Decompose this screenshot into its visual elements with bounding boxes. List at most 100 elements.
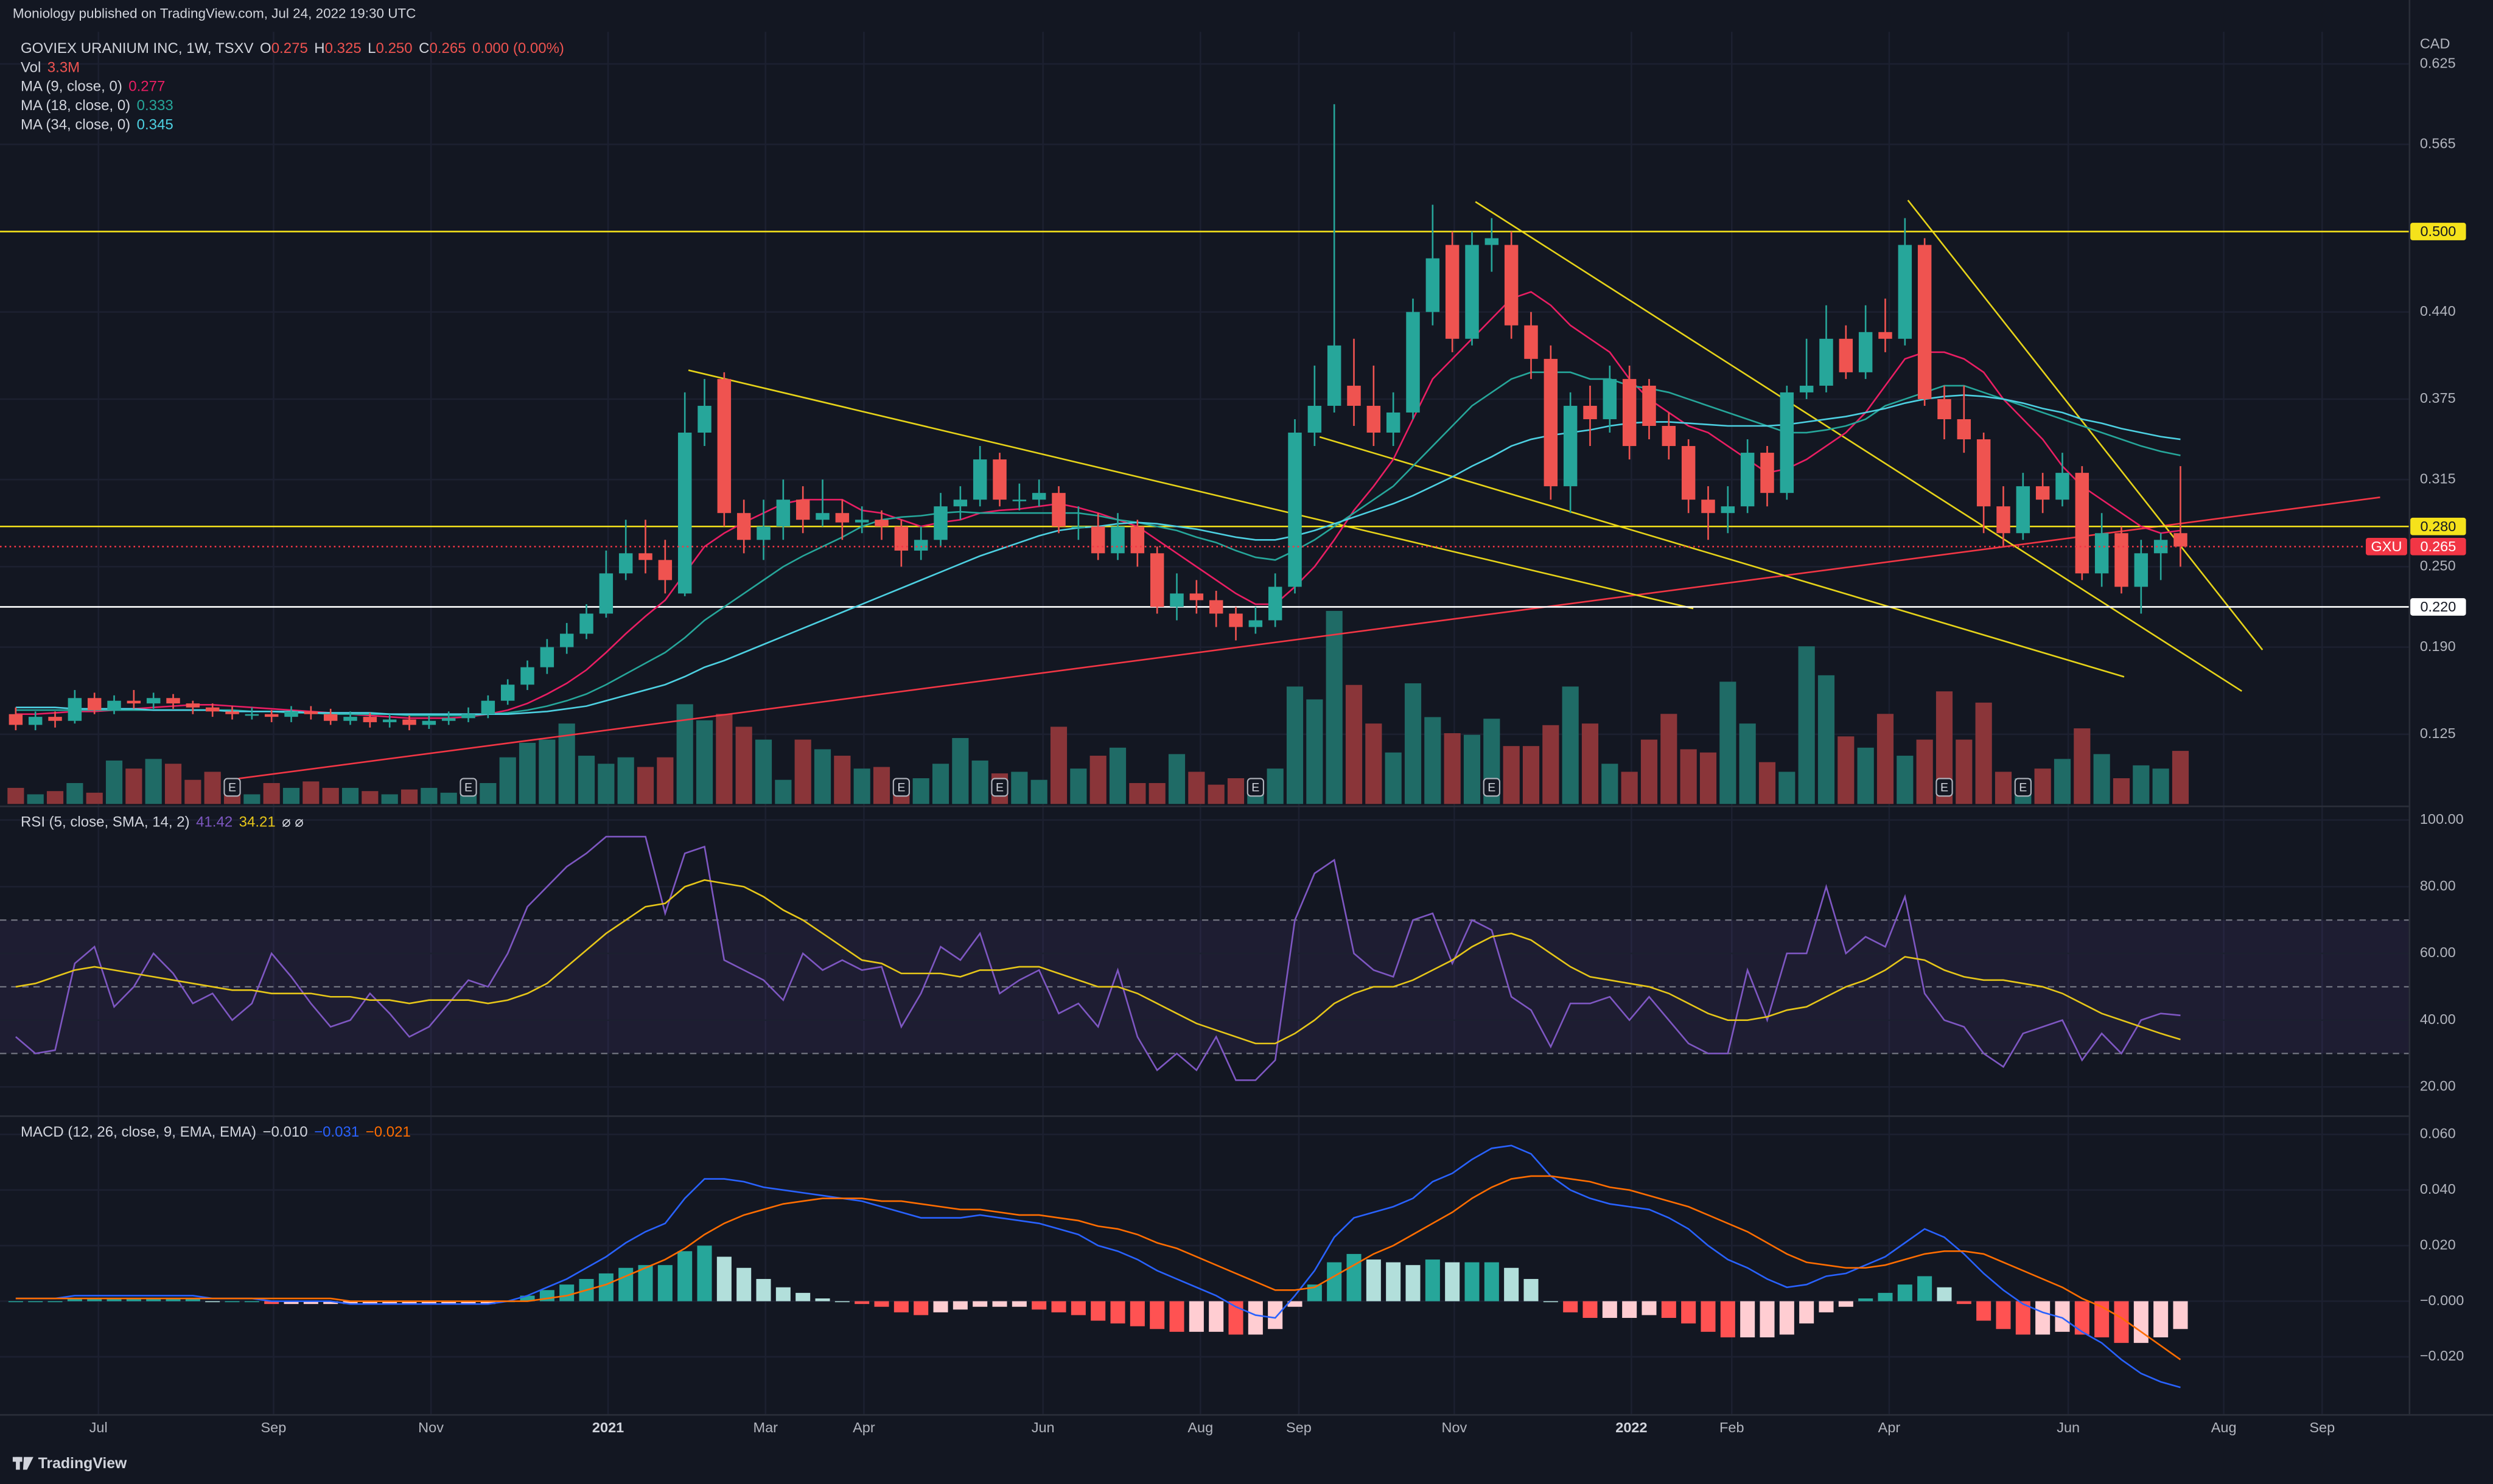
volume-bar: [1542, 725, 1559, 804]
volume-bar: [2113, 778, 2130, 804]
candle-body: [68, 698, 82, 721]
macd-histogram-bar: [2074, 1301, 2089, 1335]
macd-histogram-bar: [1523, 1279, 1539, 1301]
candle-body: [1307, 405, 1322, 433]
candle-body: [146, 698, 161, 704]
x-tick-label: Nov: [1442, 1420, 1467, 1435]
macd-histogram-bar: [323, 1301, 338, 1305]
candle-body: [914, 540, 928, 551]
macd-histogram-bar: [1858, 1298, 1873, 1301]
volume-bar: [7, 787, 24, 804]
earnings-label: E: [228, 781, 236, 794]
candle-body: [677, 433, 692, 594]
candle-body: [87, 698, 102, 711]
macd-histogram-bar: [1032, 1301, 1047, 1310]
y-tick-label: 0.040: [2420, 1181, 2456, 1197]
x-tick-label: Sep: [1286, 1420, 1312, 1435]
candle-body: [698, 405, 712, 433]
legend-text: MACD (12, 26, close, 9, EMA, EMA): [21, 1124, 256, 1140]
candle-body: [579, 613, 593, 634]
candle-body: [1603, 378, 1617, 419]
volume-bar: [1463, 734, 1481, 804]
trend-line: [1475, 201, 2242, 692]
candle-body: [1484, 238, 1499, 245]
macd-histogram-bar: [1464, 1262, 1480, 1301]
y-tick-label: 60.00: [2420, 944, 2456, 960]
legend-text: 0.265: [429, 40, 466, 57]
candle-body: [1150, 553, 1164, 607]
y-tick-label: 0.315: [2420, 470, 2456, 486]
candle-body: [1209, 600, 1223, 614]
legend-text: −0.021: [366, 1124, 411, 1140]
macd-histogram-bar: [441, 1301, 456, 1305]
legend-text: 41.42: [196, 814, 233, 831]
legend-text: 0.345: [137, 117, 173, 133]
volume-bar: [2172, 751, 2189, 804]
volume-bar: [1444, 733, 1461, 804]
macd-histogram-bar: [1563, 1301, 1578, 1312]
candle-body: [816, 513, 830, 520]
tradingview-logo: [12, 1457, 33, 1470]
volume-bar: [1719, 681, 1736, 804]
publish-header: Moniology published on TradingView.com, …: [13, 5, 416, 21]
volume-bar: [1267, 768, 1284, 804]
legend-text: 3.3M: [47, 60, 80, 76]
macd-histogram-bar: [1248, 1301, 1263, 1335]
volume-bar: [125, 768, 142, 804]
macd-histogram-bar: [1209, 1301, 1224, 1332]
macd-histogram-bar: [795, 1292, 811, 1301]
volume-bar: [637, 767, 654, 804]
macd-histogram-bar: [1720, 1301, 1735, 1337]
candle-body: [1996, 506, 2010, 534]
macd-histogram-bar: [520, 1295, 535, 1301]
macd-histogram-bar: [1937, 1287, 1952, 1301]
legend-text: Vol: [21, 60, 41, 76]
macd-histogram-bar: [914, 1301, 929, 1315]
volume-bar: [145, 759, 162, 804]
macd-histogram-bar: [874, 1301, 889, 1307]
earnings-marker: [2014, 778, 2032, 797]
candle-body: [1721, 506, 1735, 514]
volume-bar: [46, 791, 64, 804]
candle-body: [1052, 493, 1066, 527]
volume-bar: [1798, 646, 1815, 804]
volume-bar: [1149, 782, 1166, 804]
volume-bar: [1660, 714, 1677, 804]
macd-histogram-bar: [87, 1298, 102, 1301]
macd-histogram-bar: [1346, 1253, 1362, 1301]
candle-body: [2114, 533, 2128, 587]
candle-body: [717, 378, 732, 514]
macd-histogram-bar: [1130, 1301, 1145, 1326]
plot-layer: Jul Sep Nov 2021 Mar Apr Jun Aug Sep Nov 2022 Feb Ap…: [0, 35, 2466, 1435]
candle-body: [28, 717, 43, 725]
volume-bar: [1050, 726, 1068, 804]
macd-histogram-bar: [1917, 1276, 1932, 1301]
macd-histogram-bar: [480, 1301, 495, 1305]
volume-bar: [1365, 723, 1382, 804]
volume-bar: [164, 764, 182, 804]
volume-bar: [480, 782, 497, 804]
candle-body: [500, 685, 515, 701]
legend-text: 34.21: [239, 814, 276, 831]
logo-part: [23, 1457, 33, 1470]
candle-body: [1366, 405, 1381, 433]
macd-histogram-bar: [382, 1301, 397, 1305]
macd-histogram-bar: [1838, 1301, 1853, 1307]
candle-body: [1524, 325, 1538, 359]
macd-histogram-bar: [893, 1301, 909, 1312]
candle-body: [1917, 245, 1932, 399]
candle-body: [166, 698, 180, 704]
volume-bar: [1070, 768, 1087, 804]
legend-text: L: [368, 40, 376, 57]
volume-bar: [519, 742, 536, 804]
x-tick-label: Apr: [1878, 1420, 1901, 1435]
volume-layer: [7, 611, 2189, 804]
x-tick-label: Sep: [2309, 1420, 2335, 1435]
earnings-label: E: [464, 781, 472, 794]
candle-body: [1957, 419, 1971, 440]
legend-text: MA (9, close, 0): [21, 78, 122, 95]
y-tick-label: 0.060: [2420, 1126, 2456, 1141]
candle-body: [1504, 245, 1519, 326]
candle-body: [1425, 258, 1440, 312]
y-tick-label: 0.440: [2420, 303, 2456, 319]
